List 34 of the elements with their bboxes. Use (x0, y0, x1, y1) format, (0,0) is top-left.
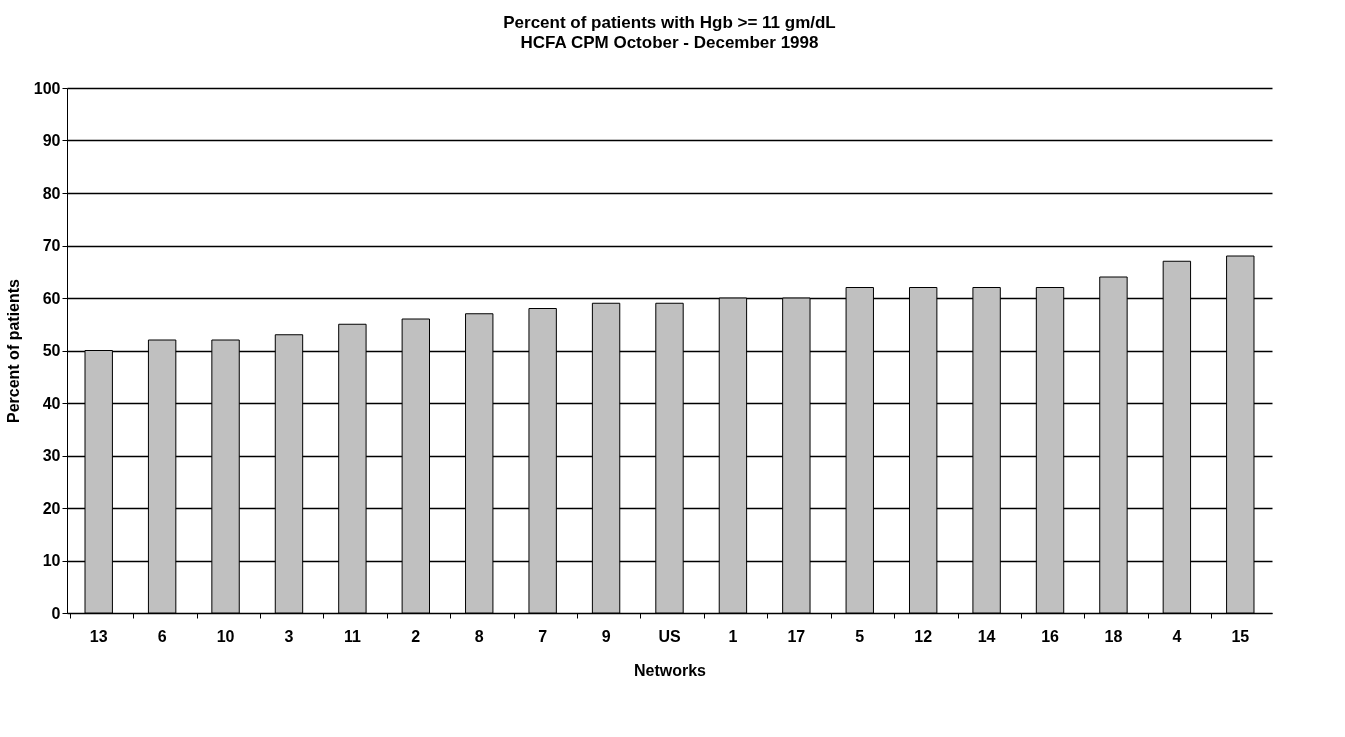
x-tick-label: 9 (601, 627, 611, 645)
y-tick-label: 0 (51, 604, 61, 622)
y-tick-label: 80 (42, 184, 61, 202)
x-axis-title: Networks (633, 661, 707, 679)
y-axis-title: Percent of patients (4, 278, 22, 424)
y-tick-label: 60 (42, 289, 61, 307)
x-tick-label: 5 (855, 627, 865, 645)
x-tick-label: 16 (1041, 627, 1060, 645)
x-tick-label: US (658, 627, 681, 645)
y-tick-label: 30 (42, 447, 61, 464)
chart-subtitle: HCFA CPM October - December 1998 (520, 33, 819, 52)
y-tick-label: 20 (42, 499, 61, 517)
x-tick-label: 15 (1231, 627, 1250, 645)
x-tick-label: 4 (1172, 627, 1182, 645)
x-tick-label: 7 (538, 627, 548, 645)
x-tick-label: 6 (157, 627, 167, 645)
x-tick-label: 11 (343, 627, 361, 645)
x-tick-label: 17 (787, 627, 806, 645)
x-tick-label: 10 (216, 627, 235, 645)
chart-title: Percent of patients with Hgb >= 11 gm/dL (503, 13, 836, 32)
x-tick-label: 12 (914, 627, 933, 645)
x-tick-label: 14 (977, 627, 996, 645)
x-tick-label: 3 (284, 627, 294, 645)
y-tick-label: 90 (42, 132, 61, 149)
y-tick-label: 10 (42, 552, 61, 569)
y-tick-label: 40 (42, 394, 61, 412)
x-tick-label: 1 (728, 627, 738, 645)
y-tick-label: 70 (42, 237, 61, 254)
x-tick-label: 13 (89, 627, 108, 645)
x-tick-label: 8 (474, 627, 484, 645)
x-tick-label: 18 (1104, 627, 1123, 645)
y-tick-label: 100 (33, 79, 61, 97)
y-tick-label: 50 (42, 342, 61, 359)
x-tick-label: 2 (411, 627, 421, 645)
